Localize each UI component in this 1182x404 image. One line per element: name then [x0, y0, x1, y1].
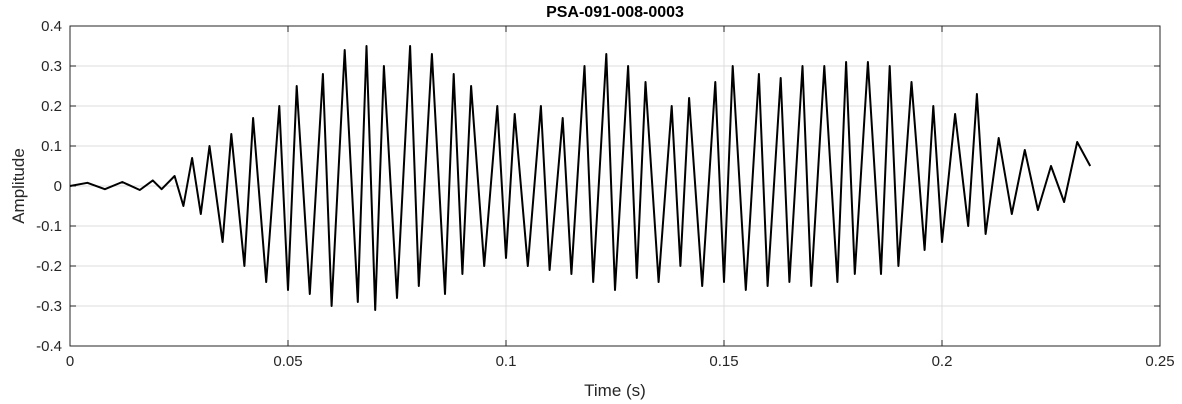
y-tick-label: -0.4	[36, 338, 62, 355]
x-tick-label: 0.25	[1145, 353, 1174, 370]
y-tick-label: -0.3	[36, 298, 62, 315]
y-tick-label: -0.1	[36, 218, 62, 235]
grid	[69, 25, 1161, 347]
series-layer	[69, 45, 1092, 311]
x-tick-label: 0	[66, 353, 74, 370]
x-axis-title: Time (s)	[584, 381, 646, 400]
y-tick-label: 0.1	[41, 138, 62, 155]
series-line	[69, 45, 1092, 311]
y-tick-label: 0.3	[41, 58, 62, 75]
y-tick-label: 0.4	[41, 18, 62, 35]
y-tick-label: 0.2	[41, 98, 62, 115]
chart-title: PSA-091-008-0003	[546, 4, 684, 21]
x-tick-label: 0.05	[273, 353, 302, 370]
x-tick-label: 0.15	[709, 353, 738, 370]
axis-ticks: 0 0.05 0.1 0.15 0.2 0.25 -0.4 -0.3 -0.2 -0.1 0 0.1 0…	[36, 18, 1174, 370]
y-tick-label: 0	[54, 178, 62, 195]
x-tick-label: 0.1	[496, 353, 517, 370]
y-tick-label: -0.2	[36, 258, 62, 275]
x-tick-label: 0.2	[932, 353, 953, 370]
y-axis-title: Amplitude	[9, 148, 28, 224]
